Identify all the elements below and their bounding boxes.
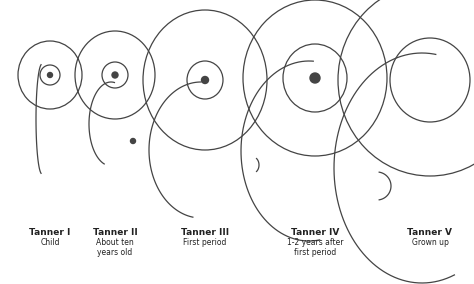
Circle shape [310,73,320,83]
Text: Tanner IV: Tanner IV [291,228,339,237]
Text: Tanner III: Tanner III [181,228,229,237]
Circle shape [112,72,118,78]
Circle shape [47,72,53,78]
Text: Tanner I: Tanner I [29,228,71,237]
Text: Child: Child [40,238,60,247]
Text: 1-2 years after
first period: 1-2 years after first period [287,238,343,257]
Text: Tanner V: Tanner V [408,228,453,237]
Circle shape [130,139,136,143]
Text: Grown up: Grown up [411,238,448,247]
Text: First period: First period [183,238,227,247]
Text: About ten
years old: About ten years old [96,238,134,257]
Circle shape [201,76,209,83]
Text: Tanner II: Tanner II [92,228,137,237]
